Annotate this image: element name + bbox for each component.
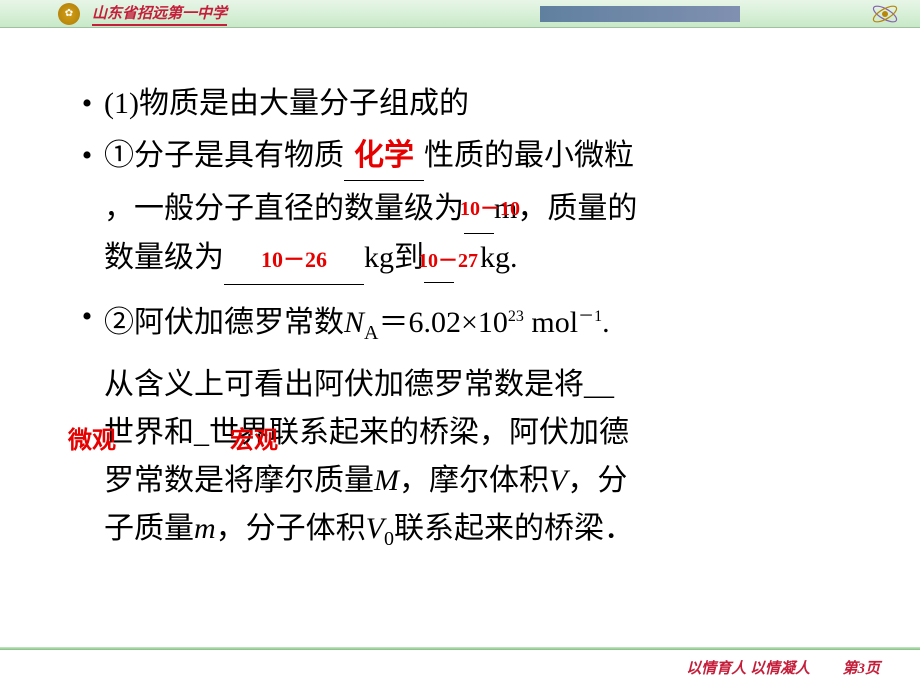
header-accent-box [540, 6, 740, 22]
t: ，摩尔体积 [399, 464, 549, 497]
footer-divider [0, 647, 920, 650]
t: mol [524, 306, 578, 339]
t: M [374, 464, 399, 497]
t: 23 [508, 308, 524, 325]
atom-icon [870, 2, 900, 26]
blank-fill-micro: 微观 [68, 417, 116, 465]
t: －1 [578, 308, 602, 325]
header-bar: ✿ 山东省招远第一中学 [0, 0, 920, 28]
t: ，一般分子直径的数量级为 [104, 192, 464, 225]
t: ①分子是具有物质 [104, 139, 344, 172]
line-6: 从含义上可看出阿伏加德罗常数是将__ [104, 361, 850, 409]
t: 性质的最小微粒 [424, 139, 634, 172]
t: ＝6.02×10 [378, 306, 507, 339]
page-number: 第3页 [842, 657, 880, 678]
slide-body: • (1)物质是由大量分子组成的 • ①分子是具有物质化学性质的最小微粒 ，一般… [70, 80, 850, 563]
line-7: 微观 宏观 世界和_世界联系起来的桥梁，阿伏加德 [104, 409, 850, 457]
t: . [602, 306, 610, 339]
t: 联系起来的桥梁． [394, 512, 634, 545]
line-1: (1)物质是由大量分子组成的 [104, 80, 469, 128]
t: V [366, 512, 384, 545]
t: 数量级为 [104, 241, 224, 274]
line-2: ①分子是具有物质化学性质的最小微粒 [104, 132, 634, 181]
t: V [549, 464, 567, 497]
bullet-icon: • [70, 80, 104, 128]
t: ②阿伏加德罗常数 [104, 306, 344, 339]
school-name: 山东省招远第一中学 [92, 2, 227, 26]
t: 子质量 [104, 512, 194, 545]
line-4: 数量级为 10－26 kg到 10－27kg. [104, 234, 850, 285]
line-5: ②阿伏加德罗常数NA＝6.02×1023 mol－1. [104, 293, 610, 357]
blank-fill-mass-low: 10－26 [261, 247, 327, 272]
blank-fill-mass-high: 10－27 [418, 250, 478, 272]
t: kg. [480, 241, 518, 274]
line-8: 罗常数是将摩尔质量M，摩尔体积V，分 [104, 457, 850, 505]
blank-fill-chemistry: 化学 [354, 139, 414, 172]
t: 0 [384, 528, 394, 550]
bullet-icon: • [70, 293, 104, 341]
bullet-icon: • [70, 132, 104, 180]
t: N [344, 306, 364, 339]
line-9: 子质量m，分子体积V0联系起来的桥梁． [104, 505, 850, 563]
blank-fill-diameter-order: 10－10 [460, 185, 520, 233]
t: A [364, 322, 378, 344]
t: ，分 [567, 464, 627, 497]
line-3: ，一般分子直径的数量级为 10－10m，质量的 [104, 185, 850, 234]
t: 罗常数是将摩尔质量 [104, 464, 374, 497]
t: m [194, 512, 216, 545]
school-logo-icon: ✿ [58, 3, 80, 25]
footer-motto: 以情育人 以情凝人 [686, 657, 810, 678]
t: 世界和_世界联系起来的桥梁，阿伏加德 [104, 416, 629, 449]
blank-fill-macro: 宏观 [230, 417, 278, 465]
t: ，分子体积 [216, 512, 366, 545]
t: kg到 [364, 241, 424, 274]
